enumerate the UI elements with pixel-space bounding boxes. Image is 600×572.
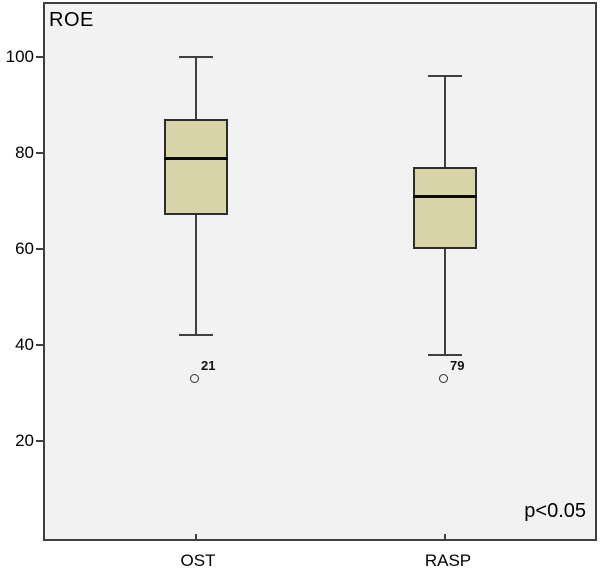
y-tick-mark xyxy=(36,440,43,442)
x-axis-label-rasp: RASP xyxy=(424,551,472,570)
whisker-cap-low-rasp xyxy=(428,353,462,356)
x-tick-mark-ost xyxy=(195,534,197,540)
y-tick-mark xyxy=(36,152,43,154)
y-tick-label: 100 xyxy=(5,47,34,66)
y-tick-mark xyxy=(36,248,43,250)
median-line-ost xyxy=(164,156,228,160)
iqr-box-rasp xyxy=(413,167,477,249)
whisker-cap-high-ost xyxy=(179,56,213,58)
y-tick-label: 80 xyxy=(15,143,34,162)
y-tick-mark xyxy=(36,56,43,58)
outlier-point-rasp xyxy=(438,374,448,384)
y-tick-label: 40 xyxy=(15,335,34,354)
outlier-point-ost xyxy=(189,374,199,384)
outlier-label-rasp: 79 xyxy=(450,357,465,373)
y-tick-mark xyxy=(36,344,43,346)
chart-title: ROE xyxy=(49,9,94,31)
iqr-box-ost xyxy=(164,119,228,216)
x-tick-mark-rasp xyxy=(444,534,446,540)
y-tick-label: 20 xyxy=(15,431,34,450)
whisker-cap-low-ost xyxy=(179,334,213,337)
outlier-label-ost: 21 xyxy=(201,357,216,373)
y-tick-label: 60 xyxy=(15,239,34,258)
median-line-rasp xyxy=(413,195,477,199)
plot-area xyxy=(43,2,597,541)
whisker-cap-high-rasp xyxy=(428,75,462,78)
x-axis-label-ost: OST xyxy=(180,551,216,570)
p-value-annotation: p<0.05 xyxy=(524,500,586,522)
